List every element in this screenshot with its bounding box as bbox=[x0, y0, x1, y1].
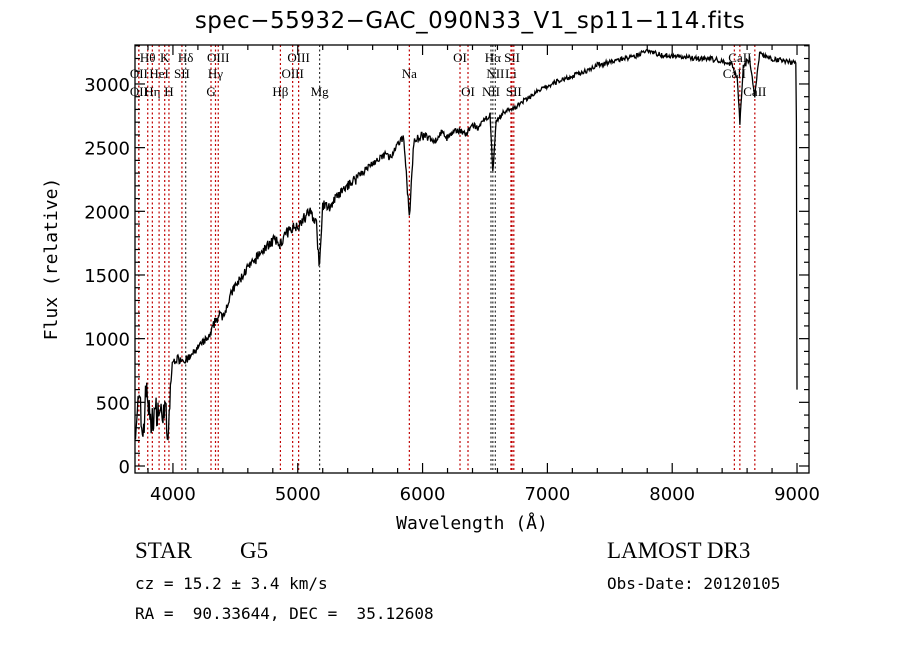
line-label-14: OIII bbox=[287, 50, 309, 65]
spectrum-line bbox=[134, 48, 798, 441]
object-class: STAR bbox=[135, 538, 192, 563]
y-tick-label-6: 3000 bbox=[84, 75, 130, 96]
redshift-text: cz = 15.2 ± 3.4 km/s bbox=[135, 574, 328, 593]
line-label-23: SII bbox=[504, 50, 520, 65]
y-axis-label: Flux (relative) bbox=[41, 178, 62, 341]
x-tick-label-1: 5000 bbox=[275, 484, 321, 505]
line-label-10: Hγ bbox=[208, 66, 223, 81]
y-tick-label-1: 500 bbox=[96, 393, 130, 414]
line-label-19: NII bbox=[482, 84, 500, 99]
y-tick-label-5: 2500 bbox=[84, 139, 130, 160]
line-label-21: NII bbox=[486, 66, 504, 81]
line-label-7: SII bbox=[174, 66, 190, 81]
line-label-11: OIII bbox=[207, 50, 229, 65]
line-label-6: H bbox=[164, 84, 173, 99]
x-tick-label-0: 4000 bbox=[150, 484, 196, 505]
line-label-13: OIII bbox=[281, 66, 303, 81]
chart-title: spec−55932−GAC_090N33_V1_sp11−114.fits bbox=[194, 8, 746, 34]
x-tick-label-5: 9000 bbox=[774, 484, 820, 505]
line-label-9: G bbox=[206, 84, 215, 99]
coordinates: RA = 90.33644, DEC = 35.12608 bbox=[135, 604, 434, 623]
line-label-5: K bbox=[160, 50, 170, 65]
y-tick-label-0: 0 bbox=[119, 457, 130, 478]
line-label-12: Hβ bbox=[272, 84, 288, 99]
line-label-4: HeI bbox=[149, 66, 169, 81]
line-label-1: Hθ bbox=[140, 50, 156, 65]
survey-label: LAMOST DR3 bbox=[607, 538, 751, 563]
object-subclass: G5 bbox=[240, 538, 269, 563]
line-label-24: SII bbox=[506, 84, 522, 99]
y-tick-label-4: 2000 bbox=[84, 202, 130, 223]
x-axis-label: Wavelength (Å) bbox=[396, 512, 548, 534]
y-tick-label-3: 1500 bbox=[84, 266, 130, 287]
line-label-15: Mg bbox=[311, 84, 330, 99]
line-label-22: Li bbox=[505, 66, 517, 81]
x-tick-label-4: 8000 bbox=[649, 484, 695, 505]
y-tick-label-2: 1000 bbox=[84, 330, 130, 351]
line-label-17: OI bbox=[453, 50, 467, 65]
line-label-26: CaII bbox=[728, 50, 751, 65]
obs-date: Obs-Date: 20120105 bbox=[607, 574, 781, 593]
line-label-18: OI bbox=[461, 84, 475, 99]
line-label-3: Hη bbox=[144, 84, 160, 99]
line-label-8: Hδ bbox=[178, 50, 194, 65]
line-label-16: Na bbox=[402, 66, 417, 81]
plot-frame bbox=[134, 44, 810, 474]
line-label-20: Hα bbox=[485, 50, 501, 65]
x-tick-label-3: 7000 bbox=[524, 484, 570, 505]
x-tick-label-2: 6000 bbox=[400, 484, 446, 505]
